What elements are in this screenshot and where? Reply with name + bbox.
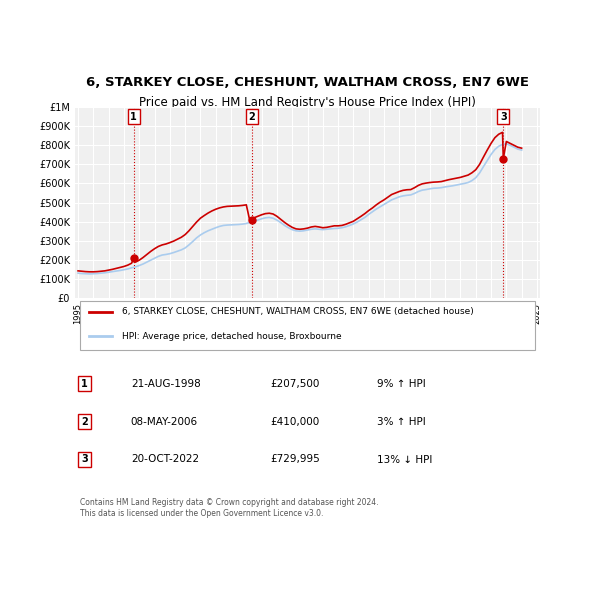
Text: 6, STARKEY CLOSE, CHESHUNT, WALTHAM CROSS, EN7 6WE: 6, STARKEY CLOSE, CHESHUNT, WALTHAM CROS…	[86, 76, 529, 89]
Text: 1: 1	[81, 379, 88, 389]
Text: 08-MAY-2006: 08-MAY-2006	[131, 417, 198, 427]
Text: 3: 3	[500, 112, 506, 122]
Text: 1: 1	[130, 112, 137, 122]
Text: Contains HM Land Registry data © Crown copyright and database right 2024.
This d: Contains HM Land Registry data © Crown c…	[80, 498, 378, 517]
Text: 2: 2	[248, 112, 255, 122]
Text: Price paid vs. HM Land Registry's House Price Index (HPI): Price paid vs. HM Land Registry's House …	[139, 96, 476, 109]
Text: £207,500: £207,500	[270, 379, 320, 389]
Text: 9% ↑ HPI: 9% ↑ HPI	[377, 379, 426, 389]
Text: 13% ↓ HPI: 13% ↓ HPI	[377, 454, 433, 464]
Text: 21-AUG-1998: 21-AUG-1998	[131, 379, 200, 389]
Text: 3% ↑ HPI: 3% ↑ HPI	[377, 417, 426, 427]
Text: 3: 3	[81, 454, 88, 464]
Text: £729,995: £729,995	[270, 454, 320, 464]
Text: 2: 2	[81, 417, 88, 427]
FancyBboxPatch shape	[80, 301, 535, 350]
Text: 20-OCT-2022: 20-OCT-2022	[131, 454, 199, 464]
Text: HPI: Average price, detached house, Broxbourne: HPI: Average price, detached house, Brox…	[121, 332, 341, 340]
Text: £410,000: £410,000	[270, 417, 320, 427]
Text: 6, STARKEY CLOSE, CHESHUNT, WALTHAM CROSS, EN7 6WE (detached house): 6, STARKEY CLOSE, CHESHUNT, WALTHAM CROS…	[121, 307, 473, 316]
